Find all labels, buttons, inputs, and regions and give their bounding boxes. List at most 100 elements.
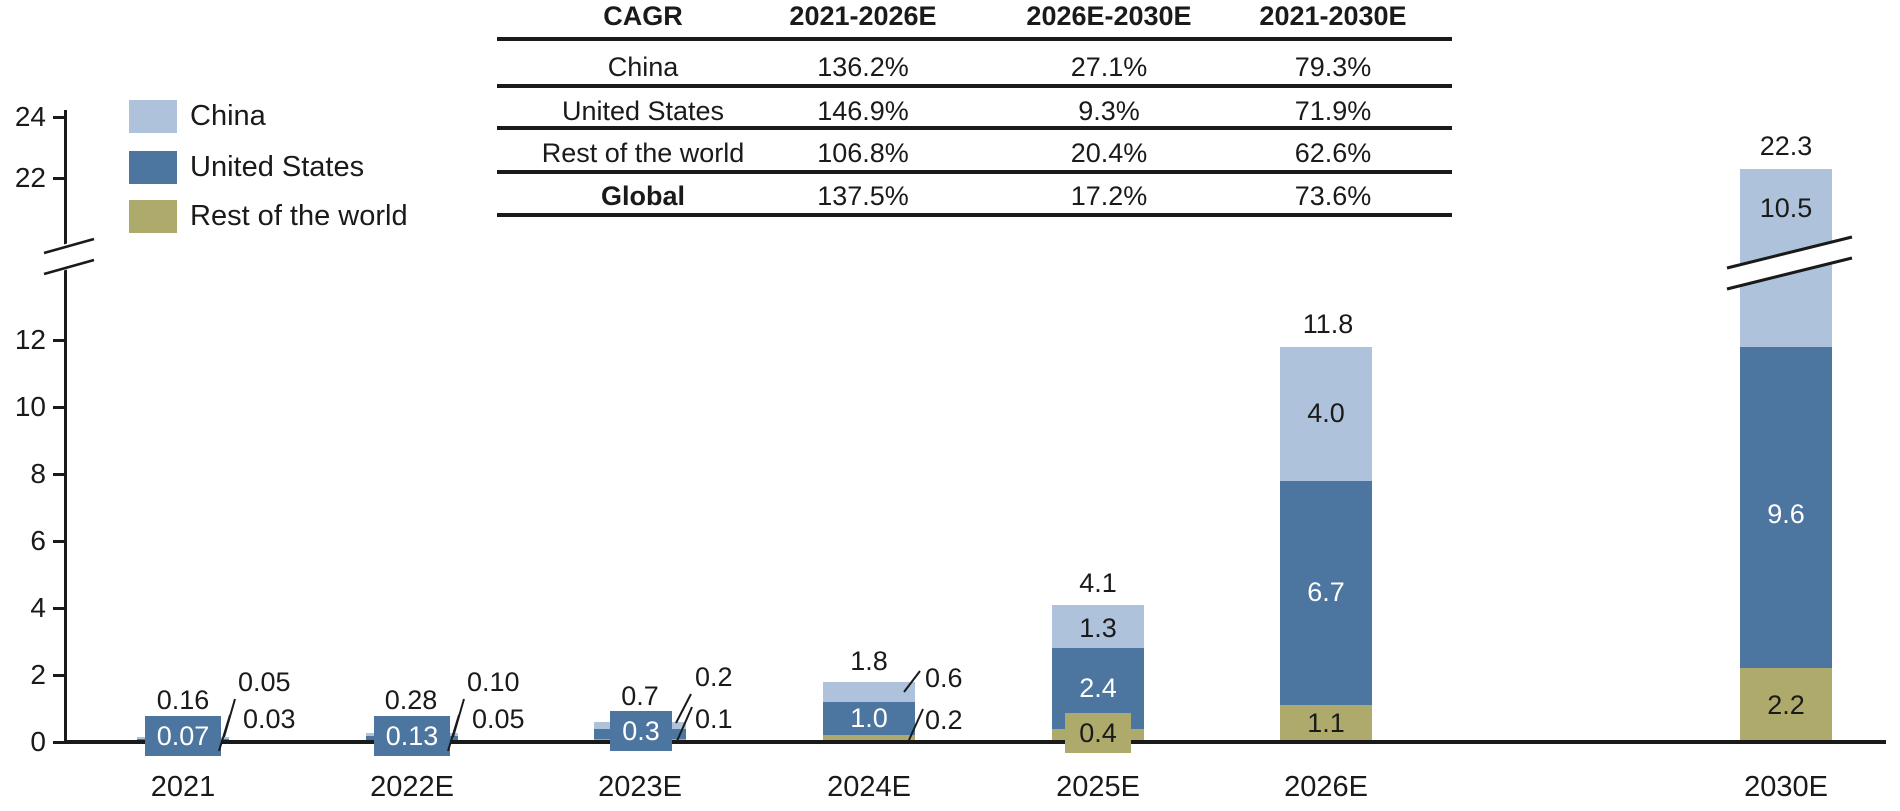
- table-rule: [497, 170, 1452, 174]
- y-tick-label: 4: [30, 592, 46, 623]
- table-cell-value: 73.6%: [1294, 181, 1372, 211]
- bar-value-label: 0.2: [925, 705, 963, 735]
- bar-value-label: 0.03: [243, 704, 296, 734]
- bar-value-label: 4.0: [1307, 398, 1345, 428]
- bar-value-label-box: 0.13: [374, 716, 450, 756]
- bar-value-label: 0.05: [472, 704, 525, 734]
- x-axis-label: 2023E: [598, 771, 682, 803]
- table-cell-value: 9.3%: [1078, 96, 1140, 126]
- bar-segment: [1280, 480, 1372, 706]
- legend-label: United States: [190, 151, 365, 183]
- table-cell-value: 137.5%: [817, 181, 909, 211]
- leader-line: [675, 693, 692, 724]
- table-row-label: Rest of the world: [541, 138, 745, 168]
- bar-segment: [823, 735, 915, 742]
- legend-swatch: [129, 100, 177, 133]
- table-cell-value: 136.2%: [817, 52, 909, 82]
- bar-value-label: 2.4: [1079, 673, 1117, 703]
- y-tick-mark: [53, 606, 64, 610]
- y-tick-label: 8: [30, 458, 46, 489]
- table-rule: [497, 126, 1452, 130]
- y-tick-mark: [53, 405, 64, 409]
- leader-line: [223, 698, 236, 738]
- y-tick-label: 0: [30, 726, 46, 757]
- legend-label: Rest of the world: [190, 200, 408, 232]
- x-axis-label: 2021: [150, 771, 216, 803]
- y-tick-mark: [53, 673, 64, 677]
- x-axis-line: [64, 740, 1886, 744]
- table-cell-value: 62.6%: [1294, 138, 1372, 168]
- table-header-cell: 2026E-2030E: [1026, 1, 1192, 31]
- bar-segment: [823, 681, 915, 702]
- y-tick-mark: [53, 740, 64, 744]
- bar-segment: [1740, 346, 1832, 669]
- table-cell-value: 146.9%: [817, 96, 909, 126]
- x-axis-label: 2025E: [1056, 771, 1140, 803]
- table-rule: [497, 84, 1452, 88]
- bar-value-label: 1.1: [1307, 708, 1345, 738]
- bar-total-label: 0.7: [621, 681, 659, 711]
- table-rule: [497, 213, 1452, 217]
- bar-total-label: 0.28: [384, 685, 438, 715]
- bar-total-label: 0.16: [156, 685, 210, 715]
- bar-value-label: 1.0: [850, 703, 888, 733]
- table-cell-value: 27.1%: [1070, 52, 1148, 82]
- x-axis-label: 2024E: [827, 771, 911, 803]
- y-tick-mark: [53, 472, 64, 476]
- table-cell-value: 71.9%: [1294, 96, 1372, 126]
- y-axis-line: [64, 110, 67, 742]
- leader-line: [452, 698, 465, 738]
- bar-segment: [1740, 668, 1832, 742]
- table-header-cell: CAGR: [603, 1, 683, 31]
- bar-value-label: 0.05: [238, 667, 291, 697]
- y-tick-label: 24: [14, 101, 46, 132]
- y-tick-label: 12: [14, 324, 46, 355]
- bar-value-label: 0.1: [695, 704, 733, 734]
- y-tick-label: 6: [30, 525, 46, 556]
- bar-value-label: 1.3: [1079, 613, 1117, 643]
- bar-value-label: 2.2: [1767, 690, 1805, 720]
- y-tick-label: 22: [14, 162, 46, 193]
- bar-value-label: 9.6: [1767, 499, 1805, 529]
- bar-segment: [1052, 604, 1144, 649]
- y-tick-mark: [53, 176, 64, 180]
- bar-total-label: 1.8: [850, 646, 888, 676]
- table-row-label: Global: [600, 181, 686, 211]
- bar-total-label: 22.3: [1759, 131, 1813, 161]
- table-row-label: China: [607, 52, 679, 82]
- table-cell-value: 17.2%: [1070, 181, 1148, 211]
- table-header-cell: 2021-2030E: [1259, 1, 1407, 31]
- bar-segment: [823, 701, 915, 736]
- table-rule: [497, 37, 1452, 41]
- y-tick-mark: [53, 539, 64, 543]
- bar-value-label-box: 0.4: [1065, 713, 1131, 753]
- legend-swatch: [129, 200, 177, 233]
- bar-segment: [1280, 705, 1372, 742]
- x-axis-label: 2022E: [370, 771, 454, 803]
- bar-segment: [1280, 346, 1372, 481]
- bar-value-label-box: 0.07: [145, 716, 221, 756]
- y-tick-mark: [53, 115, 64, 119]
- table-cell-value: 79.3%: [1294, 52, 1372, 82]
- legend-label: China: [190, 100, 266, 132]
- x-axis-label: 2026E: [1284, 771, 1368, 803]
- bar-value-label: 0.10: [467, 667, 520, 697]
- y-tick-label: 2: [30, 659, 46, 690]
- table-row-label: United States: [561, 96, 725, 126]
- bar-total-label: 4.1: [1079, 568, 1117, 598]
- legend-swatch: [129, 151, 177, 184]
- bar-value-label: 10.5: [1759, 193, 1813, 223]
- y-tick-label: 10: [14, 391, 46, 422]
- table-cell-value: 20.4%: [1070, 138, 1148, 168]
- y-tick-mark: [53, 338, 64, 342]
- y-axis-break-mark: [43, 236, 95, 276]
- table-cell-value: 106.8%: [817, 138, 909, 168]
- bar-total-label: 11.8: [1302, 309, 1354, 339]
- bar-value-label: 0.2: [695, 662, 733, 692]
- x-axis-label: 2030E: [1744, 771, 1828, 803]
- bar-value-label-box: 0.3: [610, 711, 672, 751]
- bar-value-label: 6.7: [1307, 577, 1345, 607]
- bar-value-label: 0.6: [925, 663, 963, 693]
- table-header-cell: 2021-2026E: [789, 1, 937, 31]
